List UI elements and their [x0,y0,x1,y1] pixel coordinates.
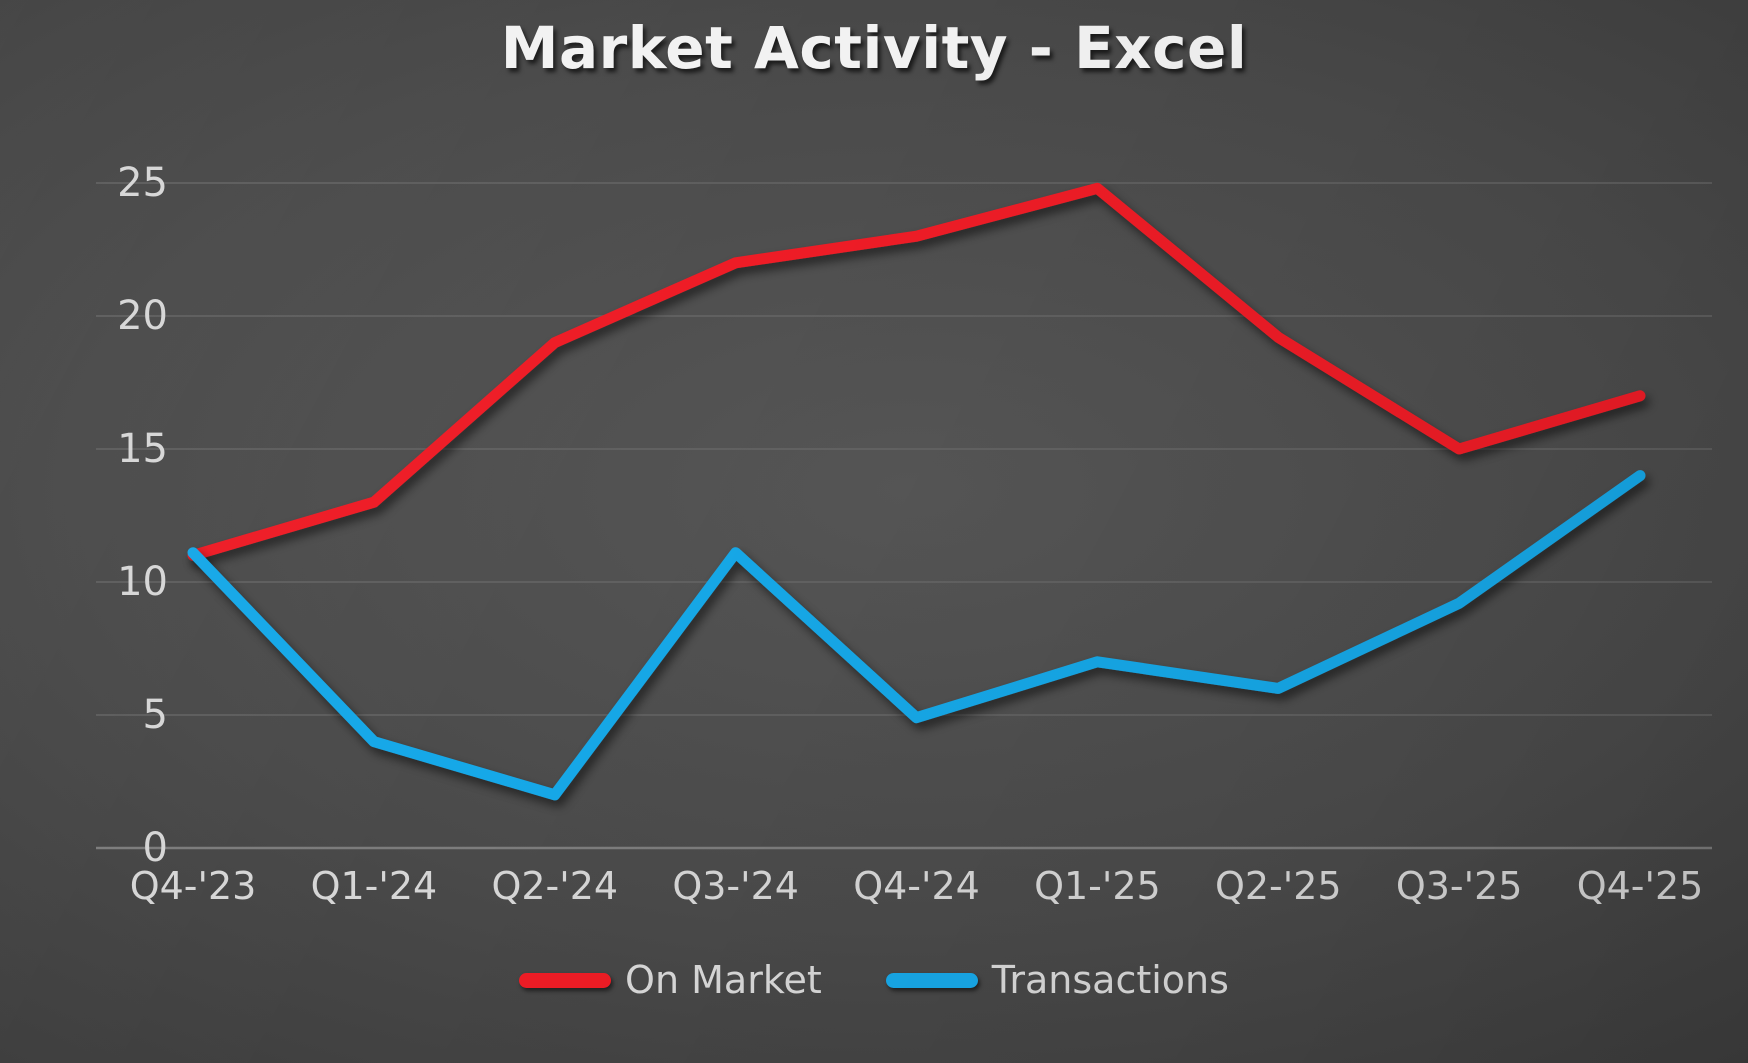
x-tick-label: Q3-'25 [1395,864,1523,908]
x-tick-label: Q3-'24 [672,864,799,908]
x-tick-label: Q1-'25 [1034,864,1161,908]
legend-swatch-icon [885,972,978,988]
gridlines [96,182,1712,716]
series-line-transactions [187,470,1646,801]
y-tick-label: 10 [117,559,168,605]
x-tick-label: Q4-'24 [853,864,980,908]
y-axis-tick-labels: 0 5 10 15 20 25 [18,0,168,1063]
x-tick-label: Q2-'25 [1214,864,1342,908]
legend-swatch-icon [519,972,612,988]
chart-legend: On Market Transactions [0,958,1748,1002]
series-line-on-market [187,182,1646,561]
x-tick-label: Q1-'24 [310,864,438,908]
chart-title: Market Activity - Excel [500,14,1248,82]
legend-label: Transactions [991,958,1229,1002]
y-tick-label: 5 [142,692,168,738]
x-tick-label: Q4-'23 [129,864,257,908]
y-tick-label: 25 [117,160,168,206]
x-tick-label: Q2-'24 [491,864,619,908]
y-tick-label: 15 [117,426,168,472]
y-tick-label: 20 [117,293,168,339]
legend-label: On Market [625,958,822,1002]
x-tick-label: Q4-'25 [1576,864,1704,908]
y-tick-label: 0 [142,825,168,871]
legend-item[interactable]: Transactions [885,958,1229,1002]
legend-item[interactable]: On Market [519,958,822,1002]
